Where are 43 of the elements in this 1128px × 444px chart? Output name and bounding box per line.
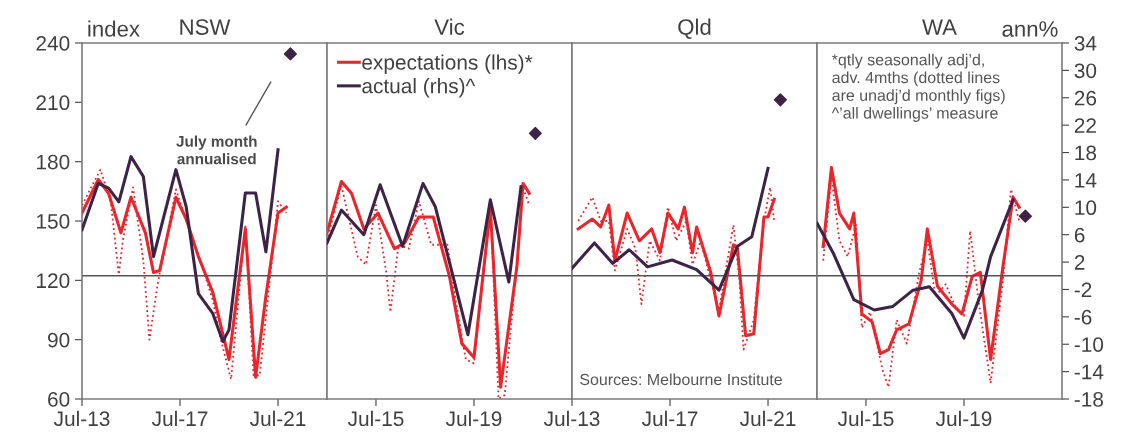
x-tick-label: Jul-15 <box>347 410 404 427</box>
y2-tick-label: -14 <box>1074 364 1104 380</box>
line-series <box>817 198 1015 340</box>
y2-tick-label: 6 <box>1074 227 1085 243</box>
annotation: Sources: Melbourne Institute <box>580 373 782 386</box>
chart-title: Vic <box>434 18 465 35</box>
y2-tick-label: 22 <box>1074 118 1096 133</box>
y2-tick-label: -6 <box>1074 309 1092 325</box>
y2-tick-label: -2 <box>1074 282 1092 298</box>
y-axis-title: index <box>88 20 140 37</box>
y2-tick-label: 30 <box>1074 63 1097 79</box>
x-tick-label: Jul-13 <box>543 410 600 427</box>
y2-axis-title: ann% <box>1002 21 1058 37</box>
y-tick-label: 240 <box>36 36 70 51</box>
y2-tick-label: 26 <box>1074 90 1097 106</box>
y-tick-label: 120 <box>37 273 70 289</box>
annotation: July month annualised <box>176 135 257 165</box>
chart-title: NSW <box>180 19 231 35</box>
chart-title: WA <box>922 19 957 35</box>
y2-tick-label: -10 <box>1074 337 1104 352</box>
y-tick-label: 150 <box>37 214 70 229</box>
x-tick-label: Jul-13 <box>53 410 110 427</box>
y2-tick-label: 18 <box>1075 145 1097 161</box>
x-tick-label: Jul-17 <box>641 410 698 427</box>
y2-tick-label: -18 <box>1074 392 1104 407</box>
x-tick-label: Jul-15 <box>837 410 894 427</box>
y2-tick-label: 10 <box>1075 200 1097 216</box>
legend-label: actual (rhs)^ <box>362 78 476 98</box>
legend-label: expectations (lhs)* <box>362 54 533 74</box>
y2-tick-label: 2 <box>1074 255 1085 270</box>
annotation: *qtly seasonally adj’d, adv. 4mths (dotted lines are unadj’d monthly figs) ^’all dwellings’ measure <box>831 53 1005 122</box>
x-tick-label: Jul-21 <box>249 410 306 427</box>
x-tick-label: Jul-19 <box>445 410 502 427</box>
y-tick-label: 210 <box>36 95 70 111</box>
y-tick-label: 90 <box>48 332 70 348</box>
x-tick-label: Jul-17 <box>151 410 208 427</box>
y-tick-label: 180 <box>37 154 70 170</box>
y2-tick-label: 14 <box>1075 173 1097 188</box>
x-tick-label: Jul-21 <box>739 410 796 427</box>
y2-tick-label: 34 <box>1074 36 1097 51</box>
chart-title: Qld <box>678 18 711 39</box>
x-tick-label: Jul-19 <box>935 410 992 427</box>
y-tick-label: 60 <box>48 392 70 407</box>
